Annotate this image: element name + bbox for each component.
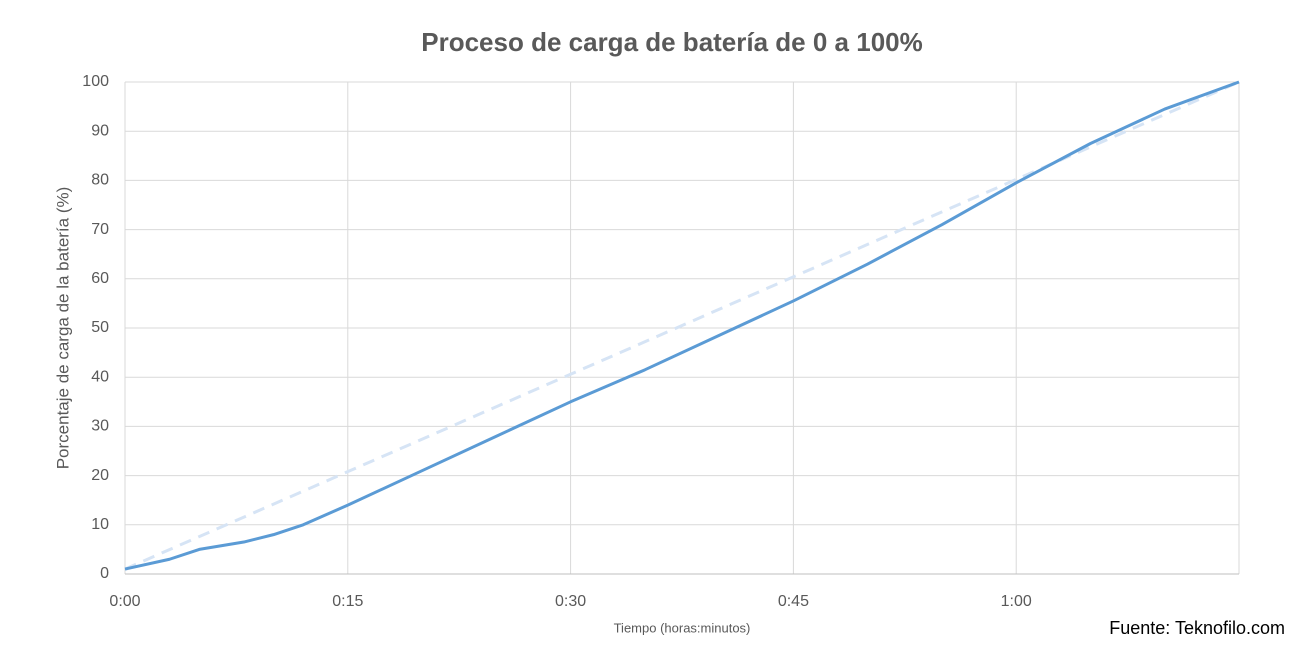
y-tick-label: 10: [91, 516, 109, 533]
y-tick-label: 70: [91, 221, 109, 238]
y-tick-label: 80: [91, 172, 109, 189]
y-axis-label: Porcentaje de carga de la batería (%): [53, 187, 72, 470]
y-tick-label: 40: [91, 368, 109, 385]
x-tick-label: 0:00: [109, 593, 140, 610]
y-tick-label: 20: [91, 467, 109, 484]
data-line: [124, 80, 1240, 571]
x-tick-label: 0:15: [332, 593, 363, 610]
data-line: [124, 80, 1240, 571]
y-tick-label: 100: [82, 73, 109, 90]
x-tick-label: 1:00: [1001, 593, 1032, 610]
source-note: Fuente: Teknofilo.com: [1109, 618, 1285, 638]
x-axis-label: Tiempo (horas:minutos): [614, 620, 751, 635]
y-tick-label: 60: [91, 270, 109, 287]
x-tick-label: 0:45: [778, 593, 809, 610]
y-tick-label: 0: [100, 565, 109, 582]
x-tick-label: 0:30: [555, 593, 586, 610]
y-tick-label: 50: [91, 319, 109, 336]
y-tick-label: 30: [91, 418, 109, 435]
y-tick-label: 90: [91, 122, 109, 139]
chart-title: Proceso de carga de batería de 0 a 100%: [421, 27, 922, 57]
